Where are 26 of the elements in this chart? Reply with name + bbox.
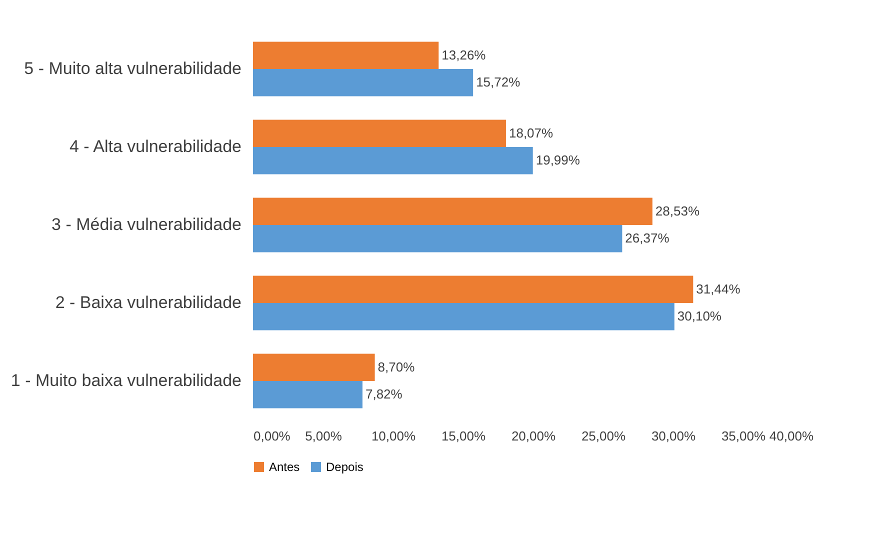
x-tick-label: 10,00% [371, 428, 416, 444]
y-tick-label: 4 - Alta vulnerabilidade [69, 137, 242, 156]
x-tick-label: 15,00% [441, 428, 486, 444]
data-label: 31,44% [696, 281, 741, 296]
data-label: 28,53% [655, 203, 700, 218]
y-tick-label: 3 - Média vulnerabilidade [52, 215, 242, 234]
data-label: 15,72% [476, 74, 521, 90]
x-tick-label: 25,00% [581, 428, 626, 444]
data-label: 13,26% [442, 47, 486, 62]
x-tick-label: 40,00% [769, 428, 814, 444]
x-tick-label: 20,00% [511, 428, 556, 444]
legend-label: Antes [269, 460, 300, 474]
data-label: 8,70% [378, 359, 416, 374]
x-tick-label: 30,00% [651, 428, 696, 444]
x-tick-label: 5,00% [305, 428, 342, 444]
y-tick-label: 2 - Baixa vulnerabilidade [55, 293, 242, 312]
data-label: 18,07% [508, 125, 554, 140]
data-label: 19,99% [536, 152, 580, 168]
y-tick-label: 5 - Muito alta vulnerabilidade [24, 59, 242, 78]
y-tick-label: 1 - Muito baixa vulnerabilidade [10, 371, 242, 390]
x-tick-label: 0,00% [254, 428, 291, 444]
legend-label: Depois [326, 460, 364, 474]
x-tick-label: 35,00% [721, 428, 766, 444]
data-label: 30,10% [677, 308, 722, 324]
data-label: 7,82% [365, 386, 403, 402]
data-label: 26,37% [625, 230, 670, 246]
